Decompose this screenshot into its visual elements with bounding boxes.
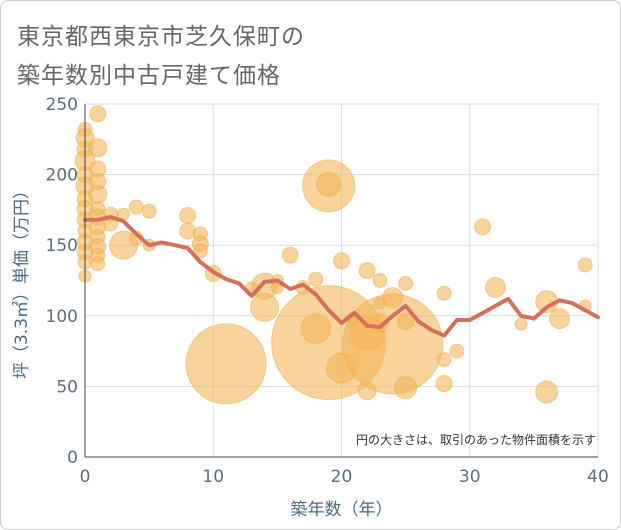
data-bubble: [382, 286, 404, 308]
data-bubble: [577, 257, 593, 273]
data-bubble: [514, 317, 528, 331]
average-price-line: [83, 215, 600, 338]
data-bubble: [436, 352, 452, 368]
data-bubble: [88, 138, 108, 158]
x-tick-label: 10: [202, 467, 224, 487]
data-bubble: [316, 171, 342, 197]
x-tick-label: 20: [331, 467, 353, 487]
data-bubble: [250, 292, 280, 322]
data-bubble: [535, 380, 559, 404]
x-tick-label: 40: [587, 467, 609, 487]
data-bubble: [128, 199, 144, 215]
data-bubble: [484, 277, 506, 299]
y-tick-label: 150: [46, 236, 78, 256]
data-bubble: [435, 375, 453, 393]
data-bubble: [308, 271, 324, 287]
data-bubble: [398, 275, 414, 291]
bubble-size-note: 円の大きさは、取引のあった物件面積を示す: [356, 432, 596, 447]
data-bubble: [90, 256, 106, 272]
data-bubble: [358, 262, 376, 280]
data-bubble: [436, 285, 452, 301]
y-tick-label: 200: [46, 166, 78, 186]
axes: [84, 104, 598, 458]
data-bubble: [192, 243, 208, 259]
data-bubble: [397, 312, 415, 330]
data-bubble: [549, 308, 571, 330]
x-tick-label: 30: [459, 467, 481, 487]
y-tick-label: 0: [67, 448, 78, 468]
data-bubble: [333, 252, 350, 270]
data-bubble: [372, 273, 388, 288]
chart-title-line-1: 東京都西東京市芝久保町の: [17, 24, 305, 50]
data-bubble: [88, 184, 108, 204]
x-tick-label: 0: [80, 467, 91, 487]
data-bubble: [141, 203, 157, 219]
tick-labels: 0 10 20 30 40 0 50 100 150 200 250: [46, 95, 609, 487]
grid-lines: [85, 103, 599, 457]
data-bubble: [179, 207, 197, 225]
data-bubble: [89, 105, 107, 123]
bubbles: [74, 105, 593, 405]
average-line: [83, 215, 600, 338]
data-bubble: [449, 343, 465, 359]
y-axis-title: 坪（3.3㎡）単価（万円）: [12, 182, 32, 379]
chart-title-line-2: 築年数別中古戸建て価格: [17, 63, 281, 89]
y-tick-label: 250: [46, 95, 78, 115]
x-axis-title: 築年数（年）: [291, 500, 393, 520]
data-bubble: [281, 246, 299, 264]
y-tick-label: 50: [56, 377, 78, 397]
data-bubble: [342, 293, 444, 395]
data-bubble: [185, 323, 267, 405]
y-tick-label: 100: [46, 307, 78, 327]
data-bubble: [474, 218, 492, 236]
data-bubble: [394, 376, 418, 400]
data-bubble: [179, 222, 197, 240]
